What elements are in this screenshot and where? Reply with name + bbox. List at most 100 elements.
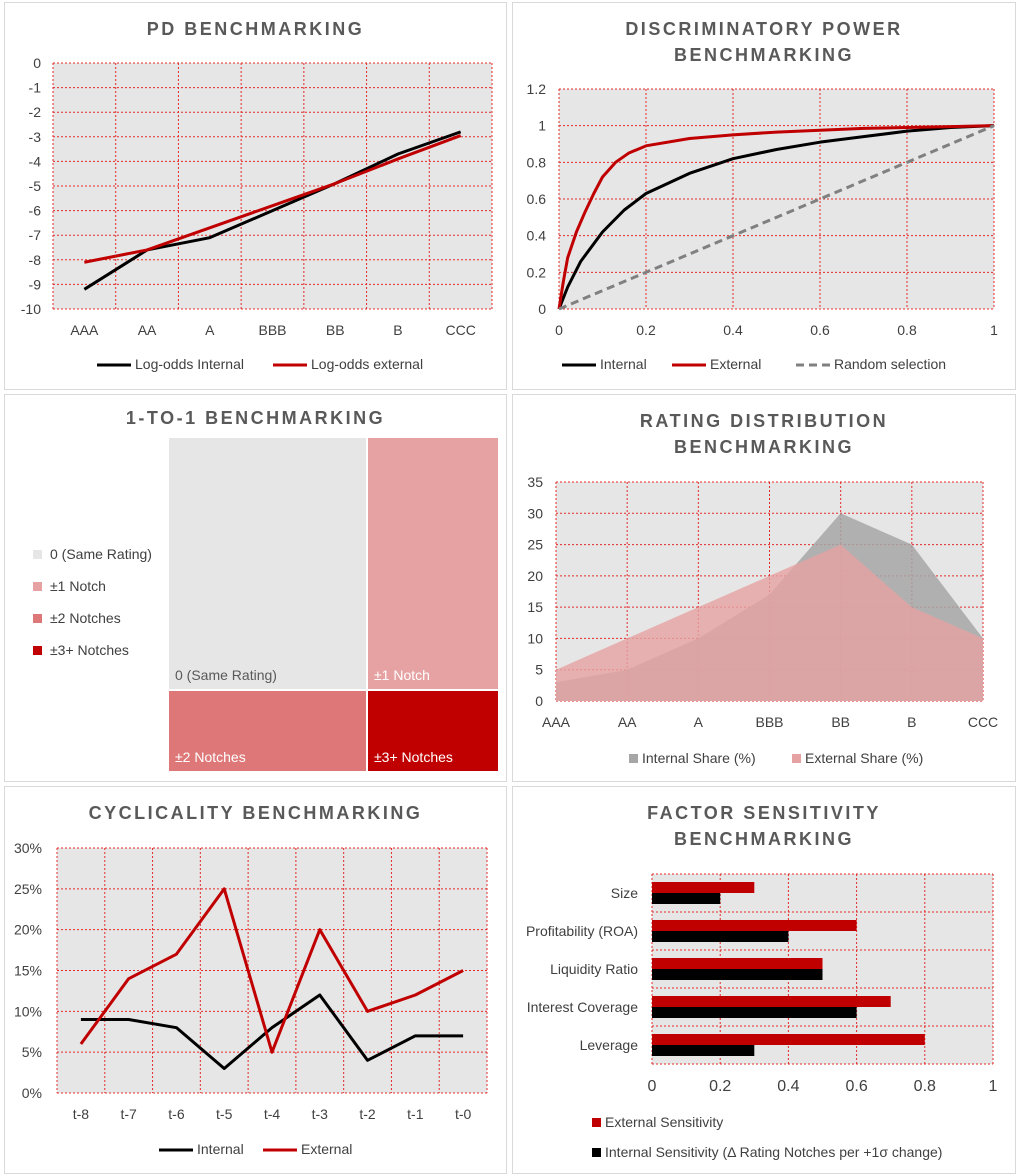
roc-xtick-label: 0.2 [636,322,656,338]
pd-ytick-label: -8 [29,252,42,268]
cyc-legend-label-1: External [301,1141,352,1157]
cyclicality-panel: CYCLICALITY BENCHMARKING 0% 5% 10% 15% 20% 25… [4,786,507,1174]
factor-category-label: Leverage [580,1037,639,1053]
factor-category-label: Size [611,885,638,901]
cyc-chart: 0% 5% 10% 15% 20% 25% 30% t-8 t-7 t-6 t-5 t-4 t-3 t-2… [14,840,488,1157]
cyc-xtick-label: t-5 [216,1106,233,1122]
roc-legend-label-0: Internal [600,356,647,372]
dist-xtick-label: A [694,714,704,730]
cyc-xtick-label: t-7 [120,1106,137,1122]
roc-ytick-label: 0 [538,301,546,317]
roc-ytick-label: 1.2 [527,81,547,97]
factor-category-label: Liquidity Ratio [550,961,638,977]
cyc-xtick-label: t-8 [73,1106,90,1122]
dist-xtick-label: BBB [755,714,783,730]
factor-chart-title: FACTOR SENSITIVITY BENCHMARKING [513,800,1015,852]
treemap-legend-key-2 [33,614,42,623]
factor-xtick-label: 0.8 [914,1078,936,1095]
roc-ytick-label: 1 [538,118,546,134]
treemap-legend-label-0: 0 (Same Rating) [50,546,152,562]
pd-ytick-label: -10 [21,301,41,317]
pd-chart-title: PD BENCHMARKING [146,19,365,39]
factor-legend-label-0: External Sensitivity [605,1114,723,1130]
roc-title-line-2: BENCHMARKING [674,45,854,65]
treemap-tile [169,691,366,771]
factor-xtick-label: 0.6 [845,1078,867,1095]
cyc-xtick-label: t-6 [168,1106,185,1122]
factor-xtick-label: 0.4 [777,1078,799,1095]
factor-chart: 0 0.2 0.4 0.6 0.8 1 Size Profitability (ROA) Liq… [526,873,998,1160]
roc-legend-label-2: Random selection [834,356,946,372]
factor-legend-key-1 [592,1148,601,1157]
roc-series-line-random [558,124,995,311]
factor-bar-internal [652,1045,755,1056]
pd-xtick-label: BBB [258,322,286,338]
pd-ytick-label: -4 [29,153,42,169]
dist-ytick-label: 20 [527,568,543,584]
roc-title-line-1: DISCRIMINATORY POWER [625,19,903,39]
pd-legend-label-1: Log-odds external [311,356,423,372]
factor-xtick-label: 1 [989,1078,998,1095]
cyc-ytick-label: 10% [14,1003,42,1019]
treemap-legend-label-3: ±3+ Notches [50,642,129,658]
pd-ytick-label: -6 [29,203,42,219]
cyc-ytick-label: 0% [22,1085,42,1101]
treemap-tile [368,691,498,771]
dist-xtick-label: AAA [542,714,571,730]
dist-xtick-label: AA [618,714,637,730]
cyc-ytick-label: 30% [14,840,42,856]
cyc-legend-label-0: Internal [197,1141,244,1157]
roc-ytick-label: 0.4 [527,228,547,244]
roc-xtick-label: 0.6 [810,322,830,338]
treemap-legend-key-1 [33,582,42,591]
pd-ytick-label: -5 [29,178,42,194]
factor-bar-external [652,920,857,931]
dist-area-external [556,544,983,701]
pd-ytick-label: -3 [29,129,42,145]
rating-distribution-panel: RATING DISTRIBUTION BENCHMARKING 0 5 10 15 2… [512,394,1016,782]
pd-xtick-label: A [205,322,215,338]
factor-bar-external [652,958,823,969]
cyc-series-line-internal [80,993,464,1070]
dist-ytick-label: 0 [535,693,543,709]
roc-xtick-label: 0.4 [723,322,743,338]
pd-xtick-label: AA [138,322,157,338]
cyc-ytick-label: 5% [22,1044,42,1060]
pd-series-line-external [84,134,462,264]
pd-ytick-label: -7 [29,227,42,243]
factor-bar-internal [652,931,789,942]
cyc-ytick-label: 20% [14,922,42,938]
pd-ytick-label: -9 [29,276,42,292]
cyc-chart-title: CYCLICALITY BENCHMARKING [88,803,423,823]
factor-category-label: Interest Coverage [527,999,638,1015]
dist-title-line-2: BENCHMARKING [674,437,854,457]
roc-ytick-label: 0.6 [527,191,547,207]
cyc-xtick-label: t-1 [407,1106,424,1122]
factor-xtick-label: 0.2 [709,1078,731,1095]
treemap-tile-label: ±3+ Notches [374,749,453,765]
dist-title-line-1: RATING DISTRIBUTION [639,411,889,431]
roc-legend-label-1: External [710,356,761,372]
factor-bar-internal [652,1007,857,1018]
pd-ytick-label: -2 [29,104,42,120]
factor-bar-external [652,1034,925,1045]
roc-chart: 0 0.2 0.4 0.6 0.8 1 1.2 0 0.2 0.4 0.6 0.8 1 Internal E… [527,81,999,372]
cyc-xtick-label: t-3 [312,1106,329,1122]
one-to-one-panel: 1-TO-1 BENCHMARKING 0 (Same Rating) ±1 No… [4,394,507,782]
treemap-tile-label: 0 (Same Rating) [175,667,277,683]
roc-xtick-label: 0 [555,322,563,338]
factor-legend-label-1: Internal Sensitivity (Δ Rating Notches p… [605,1144,942,1160]
dist-legend-label-0: Internal Share (%) [642,750,756,766]
treemap-tile [169,438,366,689]
pd-ytick-label: 0 [33,55,41,71]
pd-benchmarking-panel: PD BENCHMARKING 0 -1 -2 -3 -4 -5 -6 -7 -8 -9 -10 AA… [4,2,507,390]
pd-xtick-label: B [393,322,402,338]
factor-xtick-label: 0 [648,1078,657,1095]
factor-sensitivity-panel: FACTOR SENSITIVITY BENCHMARKING 0 0.2 0.4 0… [512,786,1016,1174]
treemap-tile-label: ±1 Notch [374,667,430,683]
treemap-legend-label-1: ±1 Notch [50,578,106,594]
dist-xtick-label: CCC [968,714,998,730]
factor-bar-external [652,882,755,893]
